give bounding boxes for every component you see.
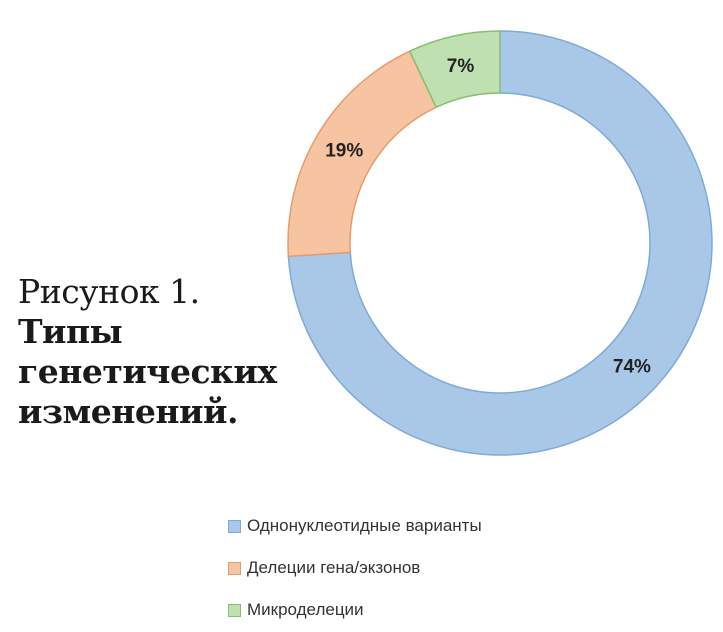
legend-item-deletions: Делеции гена/экзонов — [228, 547, 482, 589]
donut-slice-snv — [287, 30, 713, 456]
data-label-microdeletions: 7% — [447, 56, 475, 77]
donut-slices — [287, 30, 713, 456]
legend-item-microdeletions: Микроделеции — [228, 589, 482, 631]
figure-label: Рисунок 1. — [18, 272, 200, 311]
chart-legend: Однонуклеотидные варианты Делеции гена/э… — [228, 505, 482, 631]
donut-slice-microdeletions — [408, 30, 501, 109]
data-label-deletions: 19% — [325, 140, 363, 161]
data-label-snv: 74% — [613, 356, 651, 377]
donut-labels: 74% 19% 7% — [325, 56, 651, 378]
figure-title: Типы генетических изменений. — [18, 312, 277, 431]
legend-item-snv: Однонуклеотидные варианты — [228, 505, 482, 547]
figure-caption: Рисунок 1. Типы генетических изменений. — [18, 272, 308, 432]
legend-swatch-deletions — [228, 561, 241, 575]
legend-label-deletions: Делеции гена/экзонов — [247, 558, 421, 577]
legend-swatch-microdeletions — [228, 603, 241, 617]
legend-label-snv: Однонуклеотидные варианты — [247, 516, 482, 535]
legend-label-microdeletions: Микроделеции — [247, 600, 364, 619]
legend-swatch-snv — [228, 519, 241, 533]
